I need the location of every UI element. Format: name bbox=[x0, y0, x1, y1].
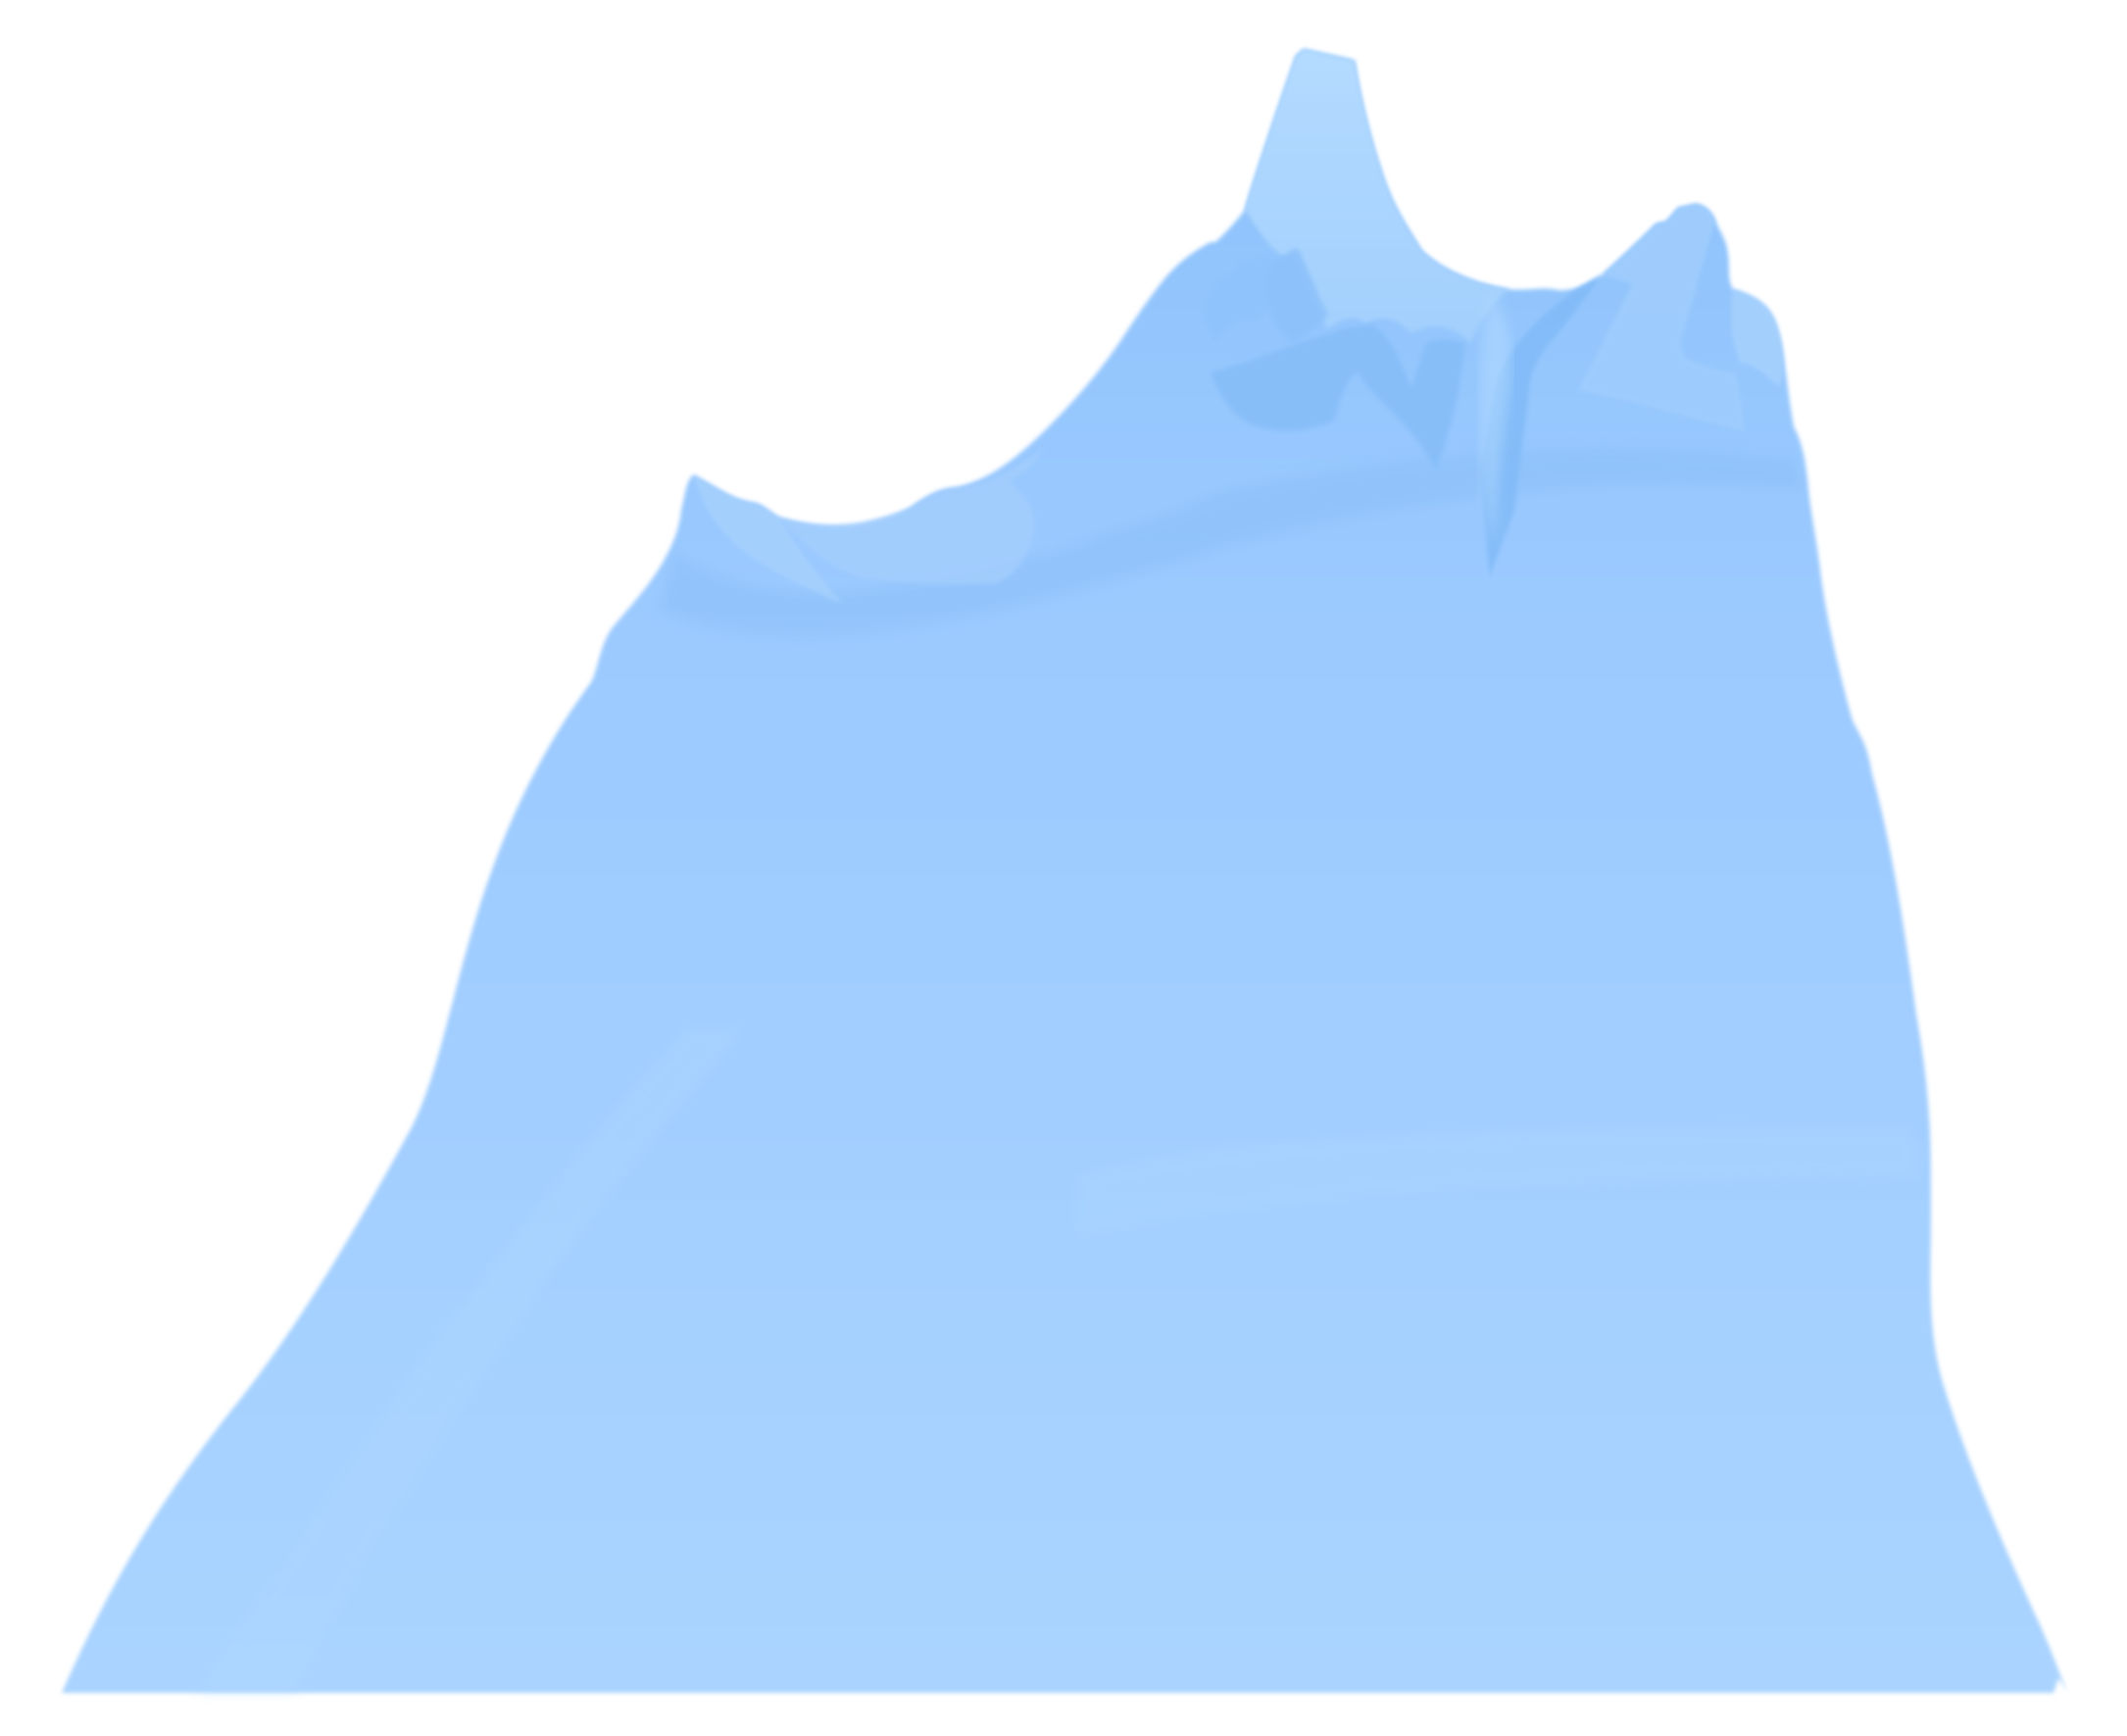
right-peak bbox=[1578, 204, 1745, 431]
peak-shadow-3 bbox=[1211, 323, 1465, 471]
upper-shadow bbox=[657, 448, 1804, 637]
light-ray-1 bbox=[196, 1029, 745, 1693]
peak-shadow-1 bbox=[1204, 255, 1277, 343]
left-ridge-face bbox=[779, 446, 1044, 585]
right-ridge-face bbox=[1731, 289, 1783, 387]
right-peak-shadow bbox=[1482, 274, 1603, 578]
light-ray-2 bbox=[1078, 1127, 1921, 1235]
ridge-streak bbox=[1480, 294, 1511, 549]
main-peak bbox=[1245, 49, 1509, 343]
left-peak-facet bbox=[694, 476, 843, 603]
peak-shadow-2 bbox=[1266, 248, 1328, 343]
